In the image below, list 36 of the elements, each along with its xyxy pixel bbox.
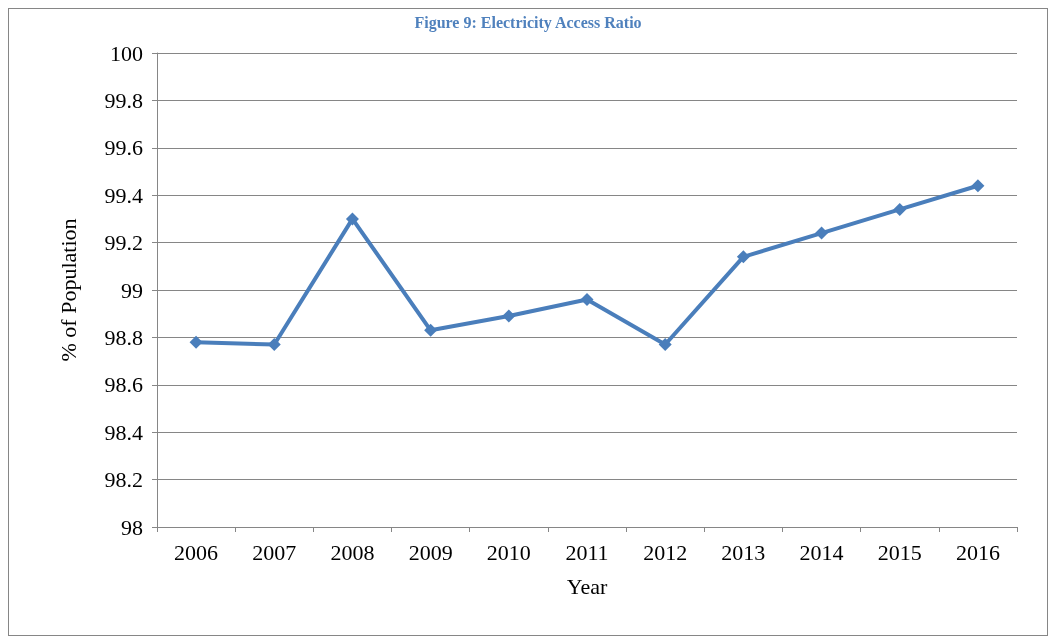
x-tick-label: 2013 xyxy=(721,539,766,565)
point xyxy=(267,338,281,352)
point xyxy=(424,323,438,337)
x-tick-label: 2007 xyxy=(252,539,297,565)
point xyxy=(502,309,516,323)
point xyxy=(893,202,907,216)
y-tick-label: 99.4 xyxy=(104,182,143,208)
point xyxy=(189,335,203,349)
y-tick-label: 99.2 xyxy=(104,230,143,256)
y-tick-label: 99 xyxy=(121,277,143,303)
point xyxy=(971,179,985,193)
point xyxy=(736,250,750,264)
x-tick-label: 2010 xyxy=(486,539,531,565)
y-tick-label: 99.6 xyxy=(104,135,143,161)
y-tick-label: 98.8 xyxy=(104,324,143,350)
y-tick-label: 100 xyxy=(110,40,143,66)
point xyxy=(815,226,829,240)
point xyxy=(580,292,594,306)
x-tick-label: 2006 xyxy=(174,539,219,565)
x-tick-label: 2015 xyxy=(877,539,922,565)
y-tick-label: 98.2 xyxy=(104,467,143,493)
point xyxy=(345,212,359,226)
x-tick-label: 2016 xyxy=(955,539,1000,565)
y-axis-title: % of Population xyxy=(55,218,81,362)
y-tick-label: 99.8 xyxy=(104,87,143,113)
x-tick-label: 2011 xyxy=(565,539,609,565)
y-tick-label: 98 xyxy=(121,514,143,540)
chart-title: Figure 9: Electricity Access Ratio xyxy=(414,13,642,32)
y-tick-label: 98.6 xyxy=(104,372,143,398)
point xyxy=(658,338,672,352)
x-tick-label: 2012 xyxy=(643,539,688,565)
x-tick-label: 2009 xyxy=(408,539,453,565)
y-tick-label: 98.4 xyxy=(104,419,143,445)
x-axis-title: Year xyxy=(566,573,608,599)
x-tick-label: 2008 xyxy=(330,539,375,565)
x-tick-label: 2014 xyxy=(799,539,844,565)
